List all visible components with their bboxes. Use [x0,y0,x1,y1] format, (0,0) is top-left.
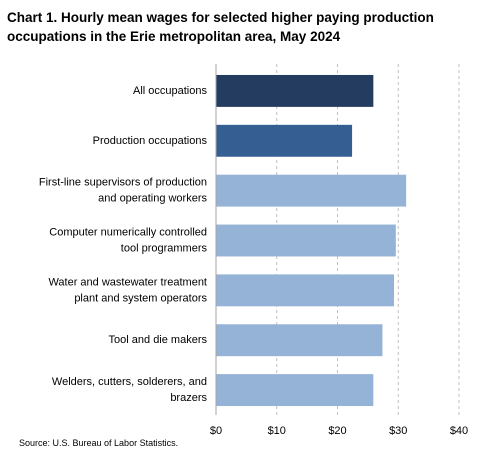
category-label: Welders, cutters, solderers, and [52,376,207,388]
category-label: Computer numerically controlled [49,227,207,239]
category-label: First-line supervisors of production [39,177,207,189]
bar [216,374,374,407]
bar [216,274,394,307]
category-label: Tool and die makers [109,334,208,346]
bar [216,124,353,157]
bar [216,74,374,107]
source-note: Source: U.S. Bureau of Labor Statistics. [19,438,179,448]
category-label: Water and wastewater treatment [48,276,207,288]
x-tick-label: $10 [268,425,286,437]
x-tick-label: $40 [450,425,468,437]
bar [216,324,383,357]
x-tick-label: $30 [389,425,407,437]
bar [216,224,396,257]
chart-title: Chart 1. Hourly mean wages for selected … [7,10,434,44]
category-label: tool programmers [121,243,208,255]
category-label: brazers [170,392,207,404]
bar [216,174,407,207]
x-tick-label: $20 [328,425,346,437]
category-label: plant and system operators [74,292,207,304]
category-label: All occupations [133,85,207,97]
category-label: and operating workers [98,193,207,205]
category-label: Production occupations [93,135,208,147]
x-tick-label: $0 [210,425,222,437]
